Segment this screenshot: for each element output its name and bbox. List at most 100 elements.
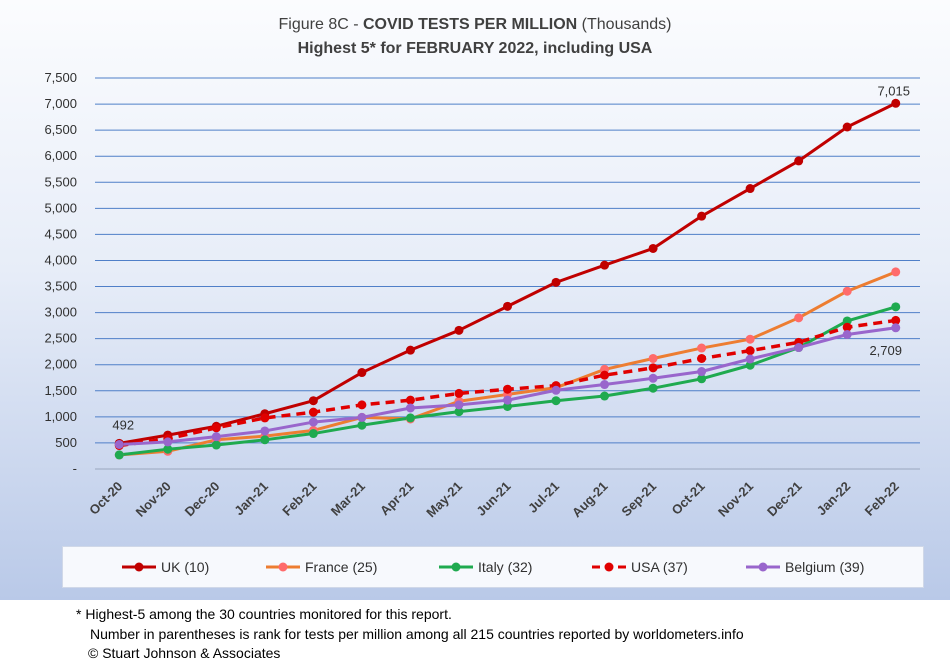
data-point bbox=[211, 432, 221, 442]
data-point bbox=[503, 384, 512, 394]
data-point bbox=[454, 407, 464, 417]
data-point bbox=[745, 184, 755, 194]
x-tick-label: Dec-20 bbox=[182, 479, 223, 520]
y-tick-label: - bbox=[73, 461, 77, 476]
data-point bbox=[454, 388, 464, 398]
footnotes: * Highest-5 among the 30 countries monit… bbox=[0, 603, 950, 662]
y-tick-label: 6,500 bbox=[44, 122, 77, 137]
data-point bbox=[357, 400, 367, 410]
y-tick-label: 3,500 bbox=[44, 279, 77, 294]
data-point bbox=[503, 301, 512, 311]
data-point bbox=[357, 368, 367, 378]
data-point bbox=[648, 363, 658, 373]
data-point bbox=[211, 440, 221, 450]
y-tick-label: 500 bbox=[55, 435, 77, 450]
legend: UK (10) France (25) Italy (32) USA (37) Belg… bbox=[62, 546, 924, 588]
x-tick-label: Jul-21 bbox=[525, 479, 562, 516]
series-line-france bbox=[119, 270, 897, 457]
x-tick-label: Oct-20 bbox=[86, 479, 125, 518]
chart-title: Figure 8C - COVID TESTS PER MILLION (Tho… bbox=[0, 16, 950, 34]
legend-swatch bbox=[592, 562, 626, 572]
x-tick-label: Feb-22 bbox=[862, 479, 902, 519]
title-suffix: (Thousands) bbox=[577, 16, 672, 33]
data-point bbox=[891, 323, 901, 333]
data-label: 492 bbox=[112, 417, 134, 432]
data-point bbox=[842, 322, 852, 332]
data-label: 2,709 bbox=[869, 343, 902, 358]
legend-swatch bbox=[266, 562, 300, 572]
x-tick-label: Oct-21 bbox=[669, 479, 708, 518]
data-point bbox=[405, 403, 415, 413]
data-point bbox=[697, 343, 707, 353]
y-tick-label: 7,500 bbox=[44, 70, 77, 85]
data-point bbox=[891, 315, 901, 325]
data-point bbox=[551, 277, 561, 287]
data-point bbox=[308, 396, 318, 406]
footnote-2: Number in parentheses is rank for tests … bbox=[90, 626, 744, 642]
data-point bbox=[697, 353, 707, 363]
data-point bbox=[163, 444, 173, 454]
legend-item: Italy (32) bbox=[438, 547, 532, 587]
data-point bbox=[745, 360, 755, 370]
data-point bbox=[551, 396, 561, 406]
footnote-1: * Highest-5 among the 30 countries monit… bbox=[76, 606, 452, 622]
y-tick-label: 7,000 bbox=[44, 96, 77, 111]
data-point bbox=[794, 156, 804, 166]
x-tick-label: Nov-20 bbox=[133, 479, 174, 520]
data-point bbox=[745, 334, 755, 344]
y-tick-label: 2,000 bbox=[44, 357, 77, 372]
data-point bbox=[648, 383, 658, 393]
data-point bbox=[891, 302, 901, 312]
data-point bbox=[697, 367, 707, 377]
data-point bbox=[600, 391, 610, 401]
legend-item: Belgium (39) bbox=[745, 547, 864, 587]
x-tick-label: May-21 bbox=[423, 479, 465, 521]
y-tick-label: 1,000 bbox=[44, 409, 77, 424]
y-tick-label: 2,500 bbox=[44, 331, 77, 346]
y-tick-label: 3,000 bbox=[44, 305, 77, 320]
data-point bbox=[163, 437, 173, 447]
x-tick-label: Aug-21 bbox=[569, 479, 611, 521]
data-point bbox=[260, 413, 270, 423]
data-point bbox=[891, 267, 901, 277]
data-point bbox=[308, 429, 318, 439]
data-point bbox=[600, 370, 610, 380]
data-point bbox=[405, 413, 415, 423]
data-point bbox=[405, 345, 415, 355]
title-bold: COVID TESTS PER MILLION bbox=[362, 16, 578, 33]
y-tick-label: 6,000 bbox=[44, 148, 77, 163]
data-point bbox=[648, 243, 658, 253]
legend-label: France (25) bbox=[305, 559, 378, 575]
x-tick-label: Jan-21 bbox=[231, 479, 271, 519]
data-point bbox=[551, 385, 561, 395]
data-point bbox=[794, 313, 804, 323]
x-tick-label: Jan-22 bbox=[814, 479, 854, 519]
legend-swatch bbox=[122, 562, 156, 572]
legend-swatch bbox=[439, 562, 473, 572]
data-point bbox=[308, 417, 318, 427]
y-tick-label: 4,500 bbox=[44, 226, 77, 241]
data-point bbox=[454, 325, 464, 335]
x-tick-label: Feb-21 bbox=[279, 479, 319, 519]
x-tick-label: Sep-21 bbox=[618, 479, 659, 520]
series-line-italy bbox=[119, 305, 897, 457]
data-point bbox=[357, 412, 367, 422]
data-point bbox=[745, 354, 755, 364]
data-point bbox=[745, 346, 755, 356]
data-point bbox=[503, 401, 512, 411]
data-point bbox=[260, 426, 270, 436]
data-point bbox=[308, 407, 318, 417]
data-point bbox=[842, 122, 852, 132]
data-point bbox=[842, 329, 852, 339]
data-point bbox=[697, 211, 707, 221]
data-point bbox=[405, 395, 415, 405]
footnote-3: © Stuart Johnson & Associates bbox=[88, 645, 281, 661]
x-tick-label: Dec-21 bbox=[764, 479, 805, 520]
legend-item: USA (37) bbox=[591, 547, 688, 587]
data-point bbox=[794, 343, 804, 353]
data-point bbox=[454, 400, 464, 410]
chart-area: Figure 8C - COVID TESTS PER MILLION (Tho… bbox=[0, 0, 950, 600]
y-tick-label: 5,500 bbox=[44, 174, 77, 189]
x-tick-label: Jun-21 bbox=[473, 479, 513, 519]
legend-label: UK (10) bbox=[161, 559, 210, 575]
